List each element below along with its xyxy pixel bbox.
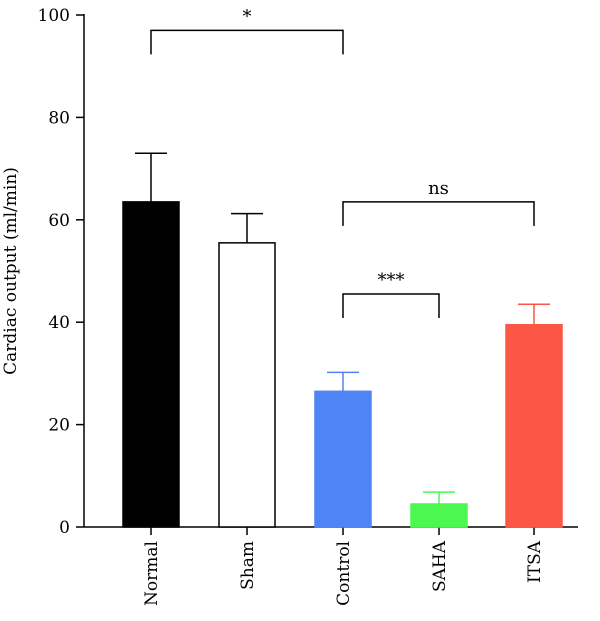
bar-control: [314, 390, 372, 528]
x-tick-label-control: Control: [334, 541, 354, 606]
x-tick-label-sham: Sham: [238, 541, 258, 590]
x-tick-label-saha: SAHA: [430, 540, 450, 592]
bar-itsa: [505, 324, 563, 528]
y-tick-label: 100: [38, 6, 70, 26]
bar-saha: [410, 503, 468, 528]
bars-layer: [122, 152, 563, 528]
significance-label: ***: [378, 270, 405, 291]
significance-label: *: [243, 6, 252, 27]
significance-layer: * ns ***: [150, 6, 535, 319]
x-tick-label-itsa: ITSA: [525, 540, 545, 583]
y-axis-title: Cardiac output (ml/min): [1, 167, 21, 375]
significance-bracket: [150, 29, 344, 55]
axes-layer: 0 20 40 60 80 100 Normal Sham Control SAHA ITSA: [38, 6, 578, 606]
y-tick-label: 60: [48, 211, 70, 231]
bar-normal: [122, 201, 180, 528]
y-tick-label: 80: [48, 108, 70, 128]
y-tick-label: 20: [48, 416, 70, 436]
x-tick-label-normal: Normal: [142, 541, 162, 606]
y-tick-label: 40: [48, 313, 70, 333]
significance-label: ns: [428, 178, 449, 199]
bar-sham: [218, 242, 276, 528]
significance-bracket: [342, 201, 535, 226]
y-tick-label: 0: [59, 518, 70, 538]
significance-bracket: [342, 293, 440, 319]
